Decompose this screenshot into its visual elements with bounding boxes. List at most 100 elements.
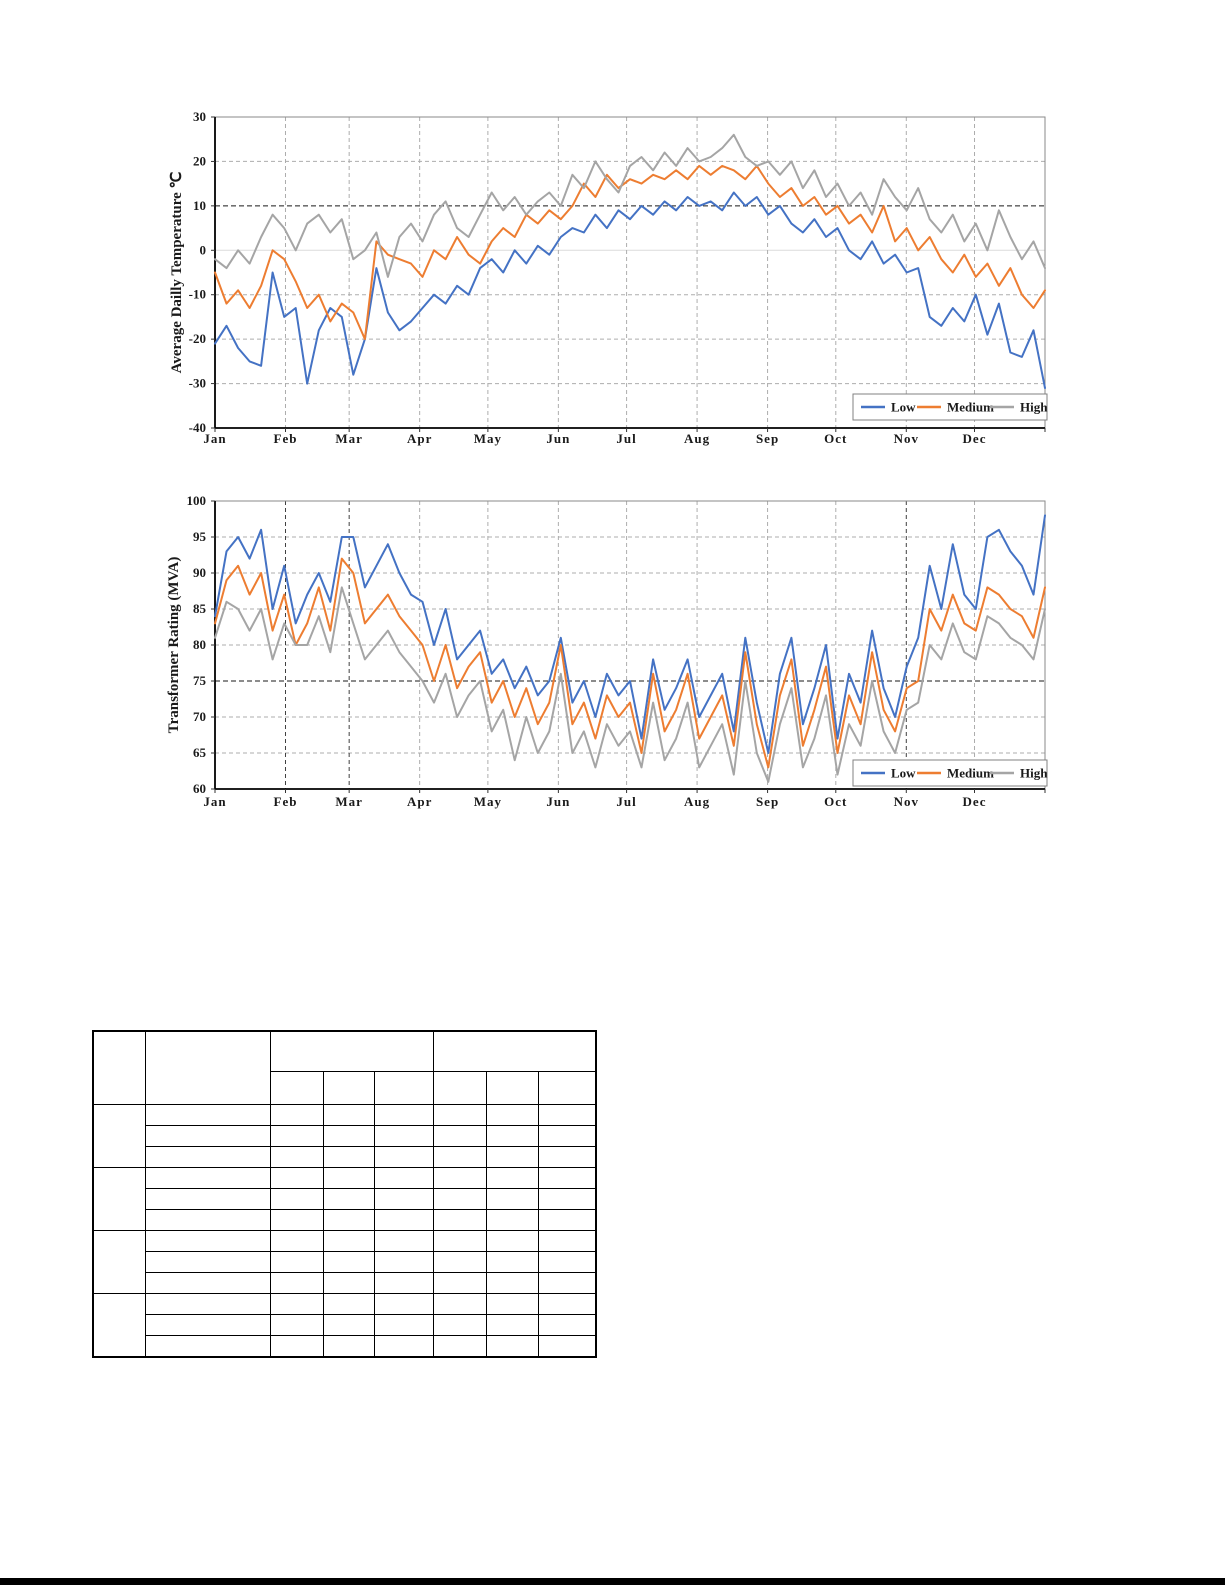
table-data-cell bbox=[537, 1293, 597, 1315]
legend-label: Medium bbox=[947, 766, 994, 781]
table-data-cell bbox=[432, 1230, 487, 1252]
y-tick-label: 60 bbox=[193, 781, 206, 796]
table-data-cell bbox=[322, 1335, 375, 1358]
table-data-cell bbox=[537, 1188, 597, 1210]
y-tick-label: 70 bbox=[193, 709, 206, 724]
table-group-label-cell bbox=[92, 1104, 146, 1168]
y-tick-label: 65 bbox=[193, 745, 207, 760]
table-data-cell bbox=[269, 1251, 324, 1273]
table-data-cell bbox=[322, 1314, 375, 1336]
x-tick-label: Aug bbox=[684, 794, 710, 809]
x-tick-label: Jun bbox=[546, 794, 570, 809]
table-data-cell bbox=[432, 1188, 487, 1210]
table-data-cell bbox=[322, 1230, 375, 1252]
series-line-low bbox=[214, 514, 1046, 754]
table-data-cell bbox=[269, 1314, 324, 1336]
table-data-cell bbox=[373, 1167, 434, 1189]
y-tick-label: 20 bbox=[193, 153, 206, 168]
table-data-cell bbox=[322, 1251, 375, 1273]
table-data-cell bbox=[373, 1251, 434, 1273]
y-tick-label: -30 bbox=[189, 376, 206, 391]
table-data-cell bbox=[322, 1209, 375, 1231]
table-data-cell bbox=[432, 1293, 487, 1315]
table-data-cell bbox=[373, 1314, 434, 1336]
table-data-cell bbox=[485, 1251, 539, 1273]
table-data-cell bbox=[373, 1104, 434, 1126]
x-tick-label: Jan bbox=[203, 794, 226, 809]
x-tick-label: Jul bbox=[616, 431, 636, 446]
table-data-cell bbox=[373, 1293, 434, 1315]
table-subheader-cell bbox=[485, 1071, 539, 1105]
table-data-cell bbox=[322, 1104, 375, 1126]
table-row-label-header-cell bbox=[144, 1030, 271, 1105]
legend-box bbox=[852, 393, 1048, 421]
x-tick-label: May bbox=[474, 794, 502, 809]
table-data-cell bbox=[373, 1146, 434, 1168]
table-corner-cell bbox=[92, 1030, 146, 1105]
table-data-cell bbox=[269, 1146, 324, 1168]
table-col-group-cell bbox=[432, 1030, 597, 1072]
x-tick-label: Jan bbox=[203, 431, 226, 446]
table-data-cell bbox=[322, 1146, 375, 1168]
table-data-cell bbox=[432, 1314, 487, 1336]
x-tick-label: Nov bbox=[894, 431, 919, 446]
series-line-high bbox=[214, 586, 1046, 783]
x-tick-label: Feb bbox=[274, 431, 298, 446]
table-subheader-cell bbox=[373, 1071, 434, 1105]
table-data-cell bbox=[432, 1272, 487, 1294]
x-tick-label: Oct bbox=[824, 794, 847, 809]
table-data-cell bbox=[485, 1188, 539, 1210]
table-data-cell bbox=[432, 1146, 487, 1168]
table-data-cell bbox=[485, 1335, 539, 1358]
table-group-label-cell bbox=[92, 1293, 146, 1358]
table-data-cell bbox=[144, 1230, 271, 1252]
legend-label: High bbox=[1020, 766, 1048, 781]
table-data-cell bbox=[322, 1125, 375, 1147]
table-data-cell bbox=[537, 1251, 597, 1273]
y-tick-label: 10 bbox=[193, 198, 206, 213]
table-data-cell bbox=[432, 1251, 487, 1273]
table-data-cell bbox=[537, 1209, 597, 1231]
table-data-cell bbox=[485, 1146, 539, 1168]
table-data-cell bbox=[269, 1272, 324, 1294]
y-axis-title: Transformer Rating (MVA) bbox=[166, 557, 182, 734]
table-data-cell bbox=[322, 1188, 375, 1210]
series-line-high bbox=[214, 133, 1046, 278]
table-data-cell bbox=[269, 1335, 324, 1358]
table-data-cell bbox=[373, 1209, 434, 1231]
x-tick-label: Dec bbox=[963, 431, 987, 446]
x-tick-label: Apr bbox=[407, 794, 432, 809]
legend-label: Medium bbox=[947, 400, 994, 415]
table-data-cell bbox=[373, 1188, 434, 1210]
legend-label: Low bbox=[891, 400, 916, 415]
table-data-cell bbox=[537, 1125, 597, 1147]
y-axis-title: Average Dailly Temperature ℃ bbox=[169, 172, 185, 374]
table-data-cell bbox=[537, 1146, 597, 1168]
table-data-cell bbox=[269, 1188, 324, 1210]
table-data-cell bbox=[537, 1167, 597, 1189]
table-data-cell bbox=[485, 1167, 539, 1189]
table-data-cell bbox=[269, 1125, 324, 1147]
x-tick-label: Feb bbox=[274, 794, 298, 809]
table-data-cell bbox=[537, 1104, 597, 1126]
y-tick-label: -40 bbox=[189, 420, 206, 435]
table-data-cell bbox=[144, 1167, 271, 1189]
table-data-cell bbox=[485, 1209, 539, 1231]
table-data-cell bbox=[144, 1314, 271, 1336]
table-data-cell bbox=[373, 1272, 434, 1294]
table-data-cell bbox=[485, 1272, 539, 1294]
x-tick-label: Aug bbox=[684, 431, 710, 446]
x-tick-label: Mar bbox=[335, 794, 363, 809]
table-group-label-cell bbox=[92, 1167, 146, 1231]
table-data-cell bbox=[322, 1272, 375, 1294]
table-data-cell bbox=[269, 1209, 324, 1231]
table-data-cell bbox=[144, 1272, 271, 1294]
table-data-cell bbox=[432, 1335, 487, 1358]
x-tick-label: Jul bbox=[616, 794, 636, 809]
empty-data-table bbox=[92, 1030, 597, 1358]
table-data-cell bbox=[485, 1230, 539, 1252]
y-tick-label: 0 bbox=[200, 242, 207, 257]
